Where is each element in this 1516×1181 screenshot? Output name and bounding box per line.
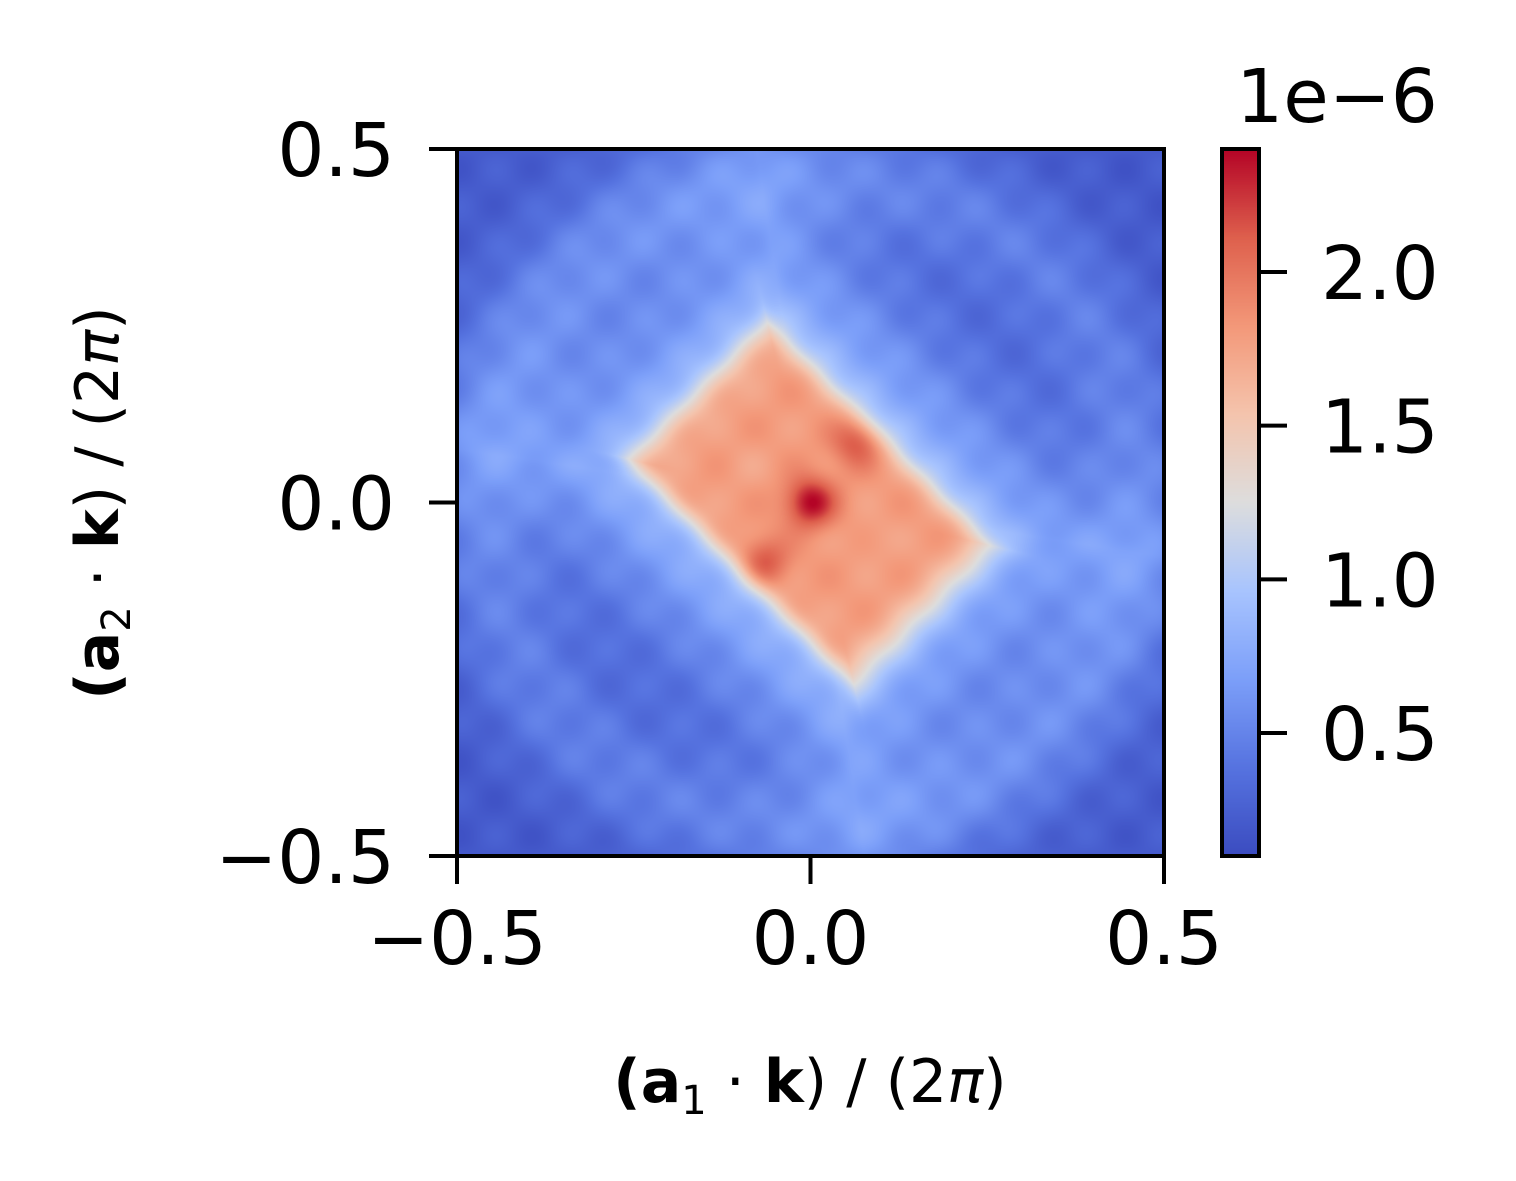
heatmap-frame bbox=[455, 147, 1166, 858]
x-axis-ticks: −0.5 0.0 0.5 bbox=[367, 856, 1223, 982]
y-tick-label: 0.0 bbox=[277, 462, 395, 548]
heatmap-image bbox=[457, 149, 1164, 856]
y-axis-label: (a2 · k) / (2π) bbox=[63, 306, 140, 699]
colorbar-scale-label: 1e−6 bbox=[1236, 54, 1438, 140]
colorbar-frame bbox=[1220, 147, 1261, 858]
y-axis-ticks: −0.5 0.0 0.5 bbox=[215, 108, 457, 901]
y-tick-label: −0.5 bbox=[215, 815, 395, 901]
x-tick-label: −0.5 bbox=[367, 896, 547, 982]
colorbar-tick-label: 2.0 bbox=[1321, 231, 1439, 317]
colorbar-tick-label: 0.5 bbox=[1321, 692, 1439, 778]
x-axis-label: (a1 · k) / (2π) bbox=[613, 1047, 1006, 1124]
colorbar-tick-label: 1.0 bbox=[1321, 538, 1439, 624]
colorbar-tick-label: 1.5 bbox=[1321, 385, 1439, 471]
x-tick-label: 0.0 bbox=[752, 896, 870, 982]
colorbar-gradient bbox=[1222, 149, 1259, 856]
y-tick-label: 0.5 bbox=[277, 108, 395, 194]
colorbar-ticks: 0.5 1.0 1.5 2.0 bbox=[1259, 231, 1439, 778]
x-tick-label: 0.5 bbox=[1105, 896, 1223, 982]
